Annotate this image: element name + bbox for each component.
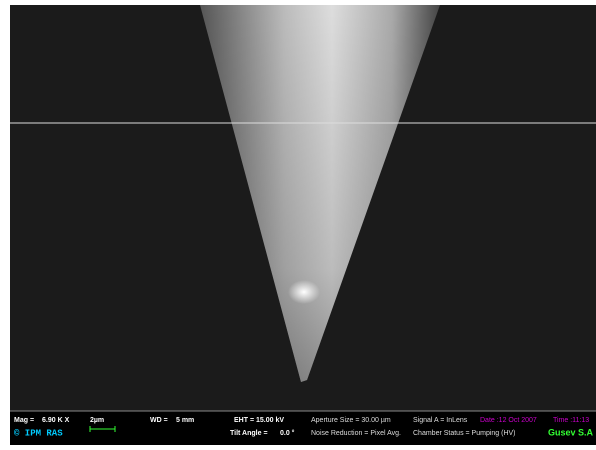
info-text: WD =	[150, 417, 168, 424]
info-text: 6.90 K X	[42, 417, 70, 424]
info-text: Noise Reduction = Pixel Avg.	[311, 430, 401, 437]
info-text: 2µm	[90, 417, 104, 424]
info-text: Date :12 Oct 2007	[480, 417, 537, 424]
sem-screenshot: Mag = 6.90 K X 2µm WD = 5 mm EHT = 15.00 kV…	[0, 0, 596, 450]
info-text: EHT = 15.00 kV	[234, 417, 284, 424]
info-text: 5 mm	[176, 417, 194, 424]
info-text: Chamber Status = Pumping (HV)	[413, 430, 516, 437]
micrograph: Mag = 6.90 K X 2µm WD = 5 mm EHT = 15.00 kV…	[10, 5, 596, 445]
info-text: Aperture Size = 30.00 µm	[311, 417, 391, 424]
info-text: Time :11:13	[553, 417, 589, 424]
info-text: 0.0 °	[280, 429, 295, 437]
info-text: Gusev S.A	[548, 427, 594, 437]
info-text: Tilt Angle =	[230, 430, 268, 437]
bright-spot	[288, 280, 320, 304]
info-text: Signal A = InLens	[413, 417, 468, 424]
info-text: © IPM RAS	[14, 428, 63, 438]
info-text: Mag =	[14, 417, 34, 424]
